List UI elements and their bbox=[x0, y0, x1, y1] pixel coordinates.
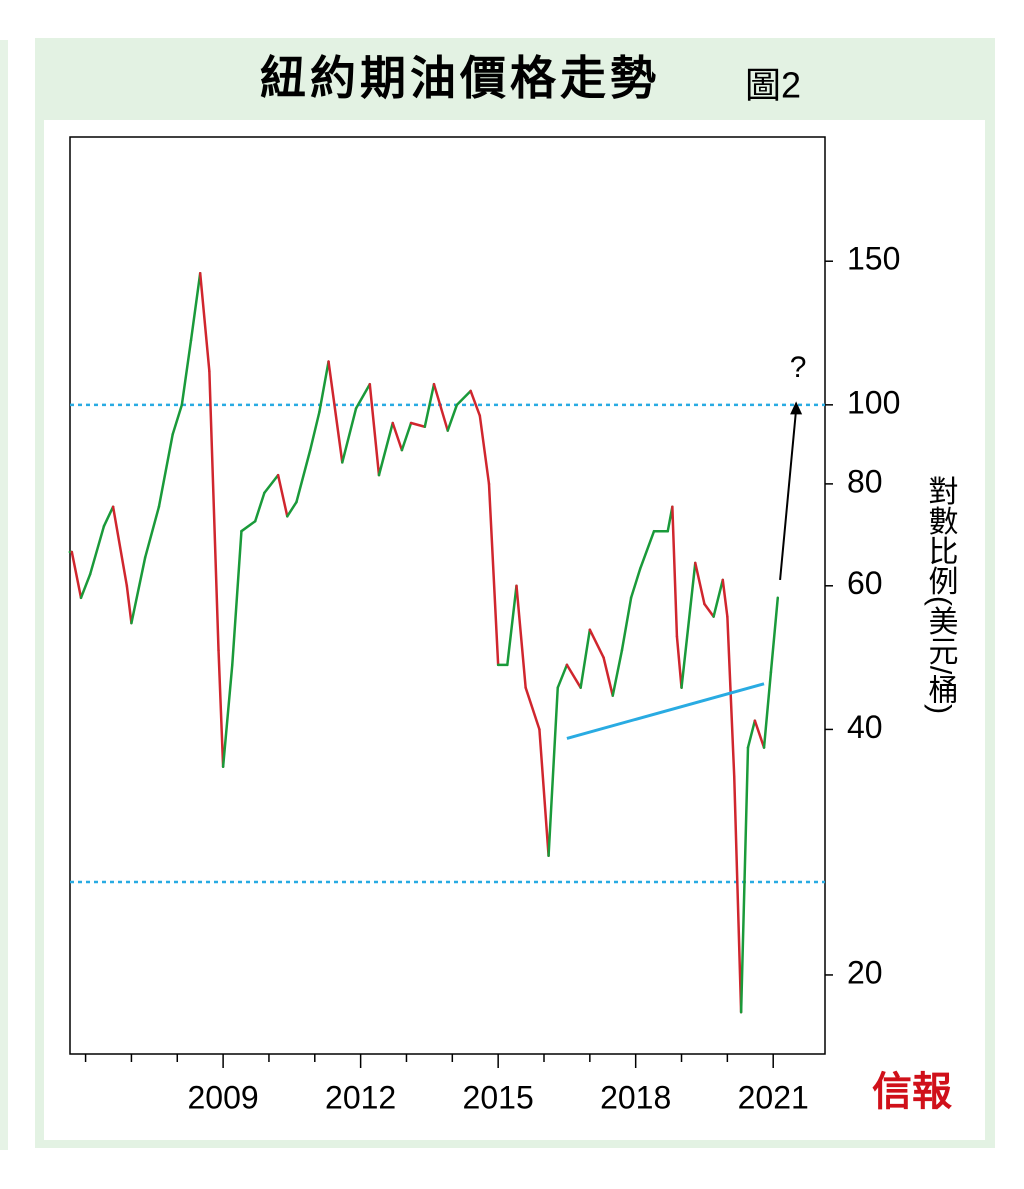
price-segment bbox=[506, 584, 518, 667]
y-tick-label: 150 bbox=[847, 241, 900, 277]
price-segment bbox=[675, 635, 683, 689]
price-segment bbox=[515, 584, 527, 689]
price-segment bbox=[318, 360, 330, 414]
price-segment bbox=[189, 271, 202, 342]
plot-frame bbox=[69, 136, 826, 1055]
price-segment bbox=[721, 578, 729, 618]
price-segment bbox=[556, 663, 569, 689]
price-segment bbox=[157, 433, 174, 508]
price-segment bbox=[423, 382, 436, 429]
price-segment bbox=[602, 656, 615, 697]
price-segment bbox=[565, 663, 582, 689]
price-segment bbox=[732, 775, 743, 1014]
price-segment bbox=[469, 389, 482, 417]
price-segment bbox=[368, 382, 381, 477]
price-segment bbox=[694, 561, 706, 606]
price-segment bbox=[208, 369, 220, 652]
arrow-head bbox=[790, 401, 803, 415]
y-axis-label: 對數比例(美元/桶) bbox=[924, 476, 959, 714]
price-segment bbox=[240, 519, 257, 533]
price-segment bbox=[753, 719, 766, 749]
price-segment bbox=[308, 410, 321, 452]
price-segment bbox=[524, 686, 541, 731]
price-segment bbox=[446, 403, 459, 432]
price-segment bbox=[263, 473, 280, 495]
trendline bbox=[566, 682, 765, 740]
price-segment bbox=[588, 628, 605, 659]
x-tick-label: 2021 bbox=[738, 1079, 809, 1115]
price-segment bbox=[762, 671, 773, 749]
panel bbox=[44, 120, 985, 1140]
price-segment bbox=[79, 572, 92, 600]
chart-title: 紐約期油價格走勢 bbox=[260, 52, 660, 104]
x-tick-label: 2009 bbox=[188, 1079, 259, 1115]
price-segment bbox=[746, 719, 757, 749]
price-segment bbox=[276, 473, 289, 518]
price-segment bbox=[579, 628, 592, 689]
price-segment bbox=[354, 382, 372, 410]
price-segment bbox=[739, 746, 750, 1014]
price-segment bbox=[671, 505, 679, 638]
price-segment bbox=[111, 505, 129, 588]
price-segment bbox=[538, 728, 550, 858]
price-segment bbox=[400, 421, 413, 452]
y-tick-label: 100 bbox=[847, 384, 900, 420]
y-tick-label: 20 bbox=[847, 954, 883, 990]
price-segment bbox=[703, 602, 715, 618]
price-segment bbox=[726, 615, 736, 778]
price-segment bbox=[611, 649, 624, 697]
price-segment bbox=[286, 500, 298, 518]
price-segment bbox=[88, 524, 106, 576]
price-segment bbox=[680, 561, 697, 689]
price-segment bbox=[629, 567, 642, 600]
price-segment bbox=[487, 482, 500, 667]
price-segment bbox=[70, 550, 83, 600]
price-segment bbox=[620, 596, 633, 652]
price-segment bbox=[295, 448, 312, 504]
price-segment bbox=[198, 271, 211, 373]
price-segment bbox=[712, 578, 725, 618]
price-segment bbox=[125, 584, 133, 625]
y-tick-label: 60 bbox=[847, 565, 883, 601]
price-segment bbox=[253, 491, 266, 523]
side-strip bbox=[0, 40, 8, 1150]
price-segment bbox=[432, 382, 449, 432]
price-segment bbox=[769, 596, 780, 674]
price-segment bbox=[221, 663, 234, 768]
price-segment bbox=[171, 403, 184, 436]
price-segment bbox=[217, 649, 225, 768]
price-segment bbox=[231, 529, 243, 667]
figure-label: 圖2 bbox=[745, 65, 801, 106]
price-segment bbox=[102, 505, 115, 528]
price-segment bbox=[341, 407, 358, 464]
price-segment bbox=[455, 389, 472, 407]
price-segment bbox=[130, 556, 147, 625]
y-tick-label: 80 bbox=[847, 463, 883, 499]
x-tick-label: 2015 bbox=[463, 1079, 534, 1115]
price-segment bbox=[180, 339, 193, 407]
price-segment bbox=[409, 421, 427, 429]
x-tick-label: 2012 bbox=[325, 1079, 396, 1115]
price-segment bbox=[391, 421, 404, 452]
annotation: ? bbox=[790, 351, 807, 384]
x-tick-label: 2018 bbox=[600, 1079, 671, 1115]
price-segment bbox=[327, 360, 344, 464]
arrow-line bbox=[779, 409, 798, 581]
price-segment bbox=[377, 421, 394, 477]
price-segment bbox=[478, 414, 491, 486]
price-segment bbox=[639, 529, 656, 570]
y-tick-label: 40 bbox=[847, 709, 883, 745]
price-segment bbox=[547, 686, 559, 858]
price-segment bbox=[143, 505, 161, 559]
source-logo: 信報 bbox=[872, 1069, 952, 1114]
